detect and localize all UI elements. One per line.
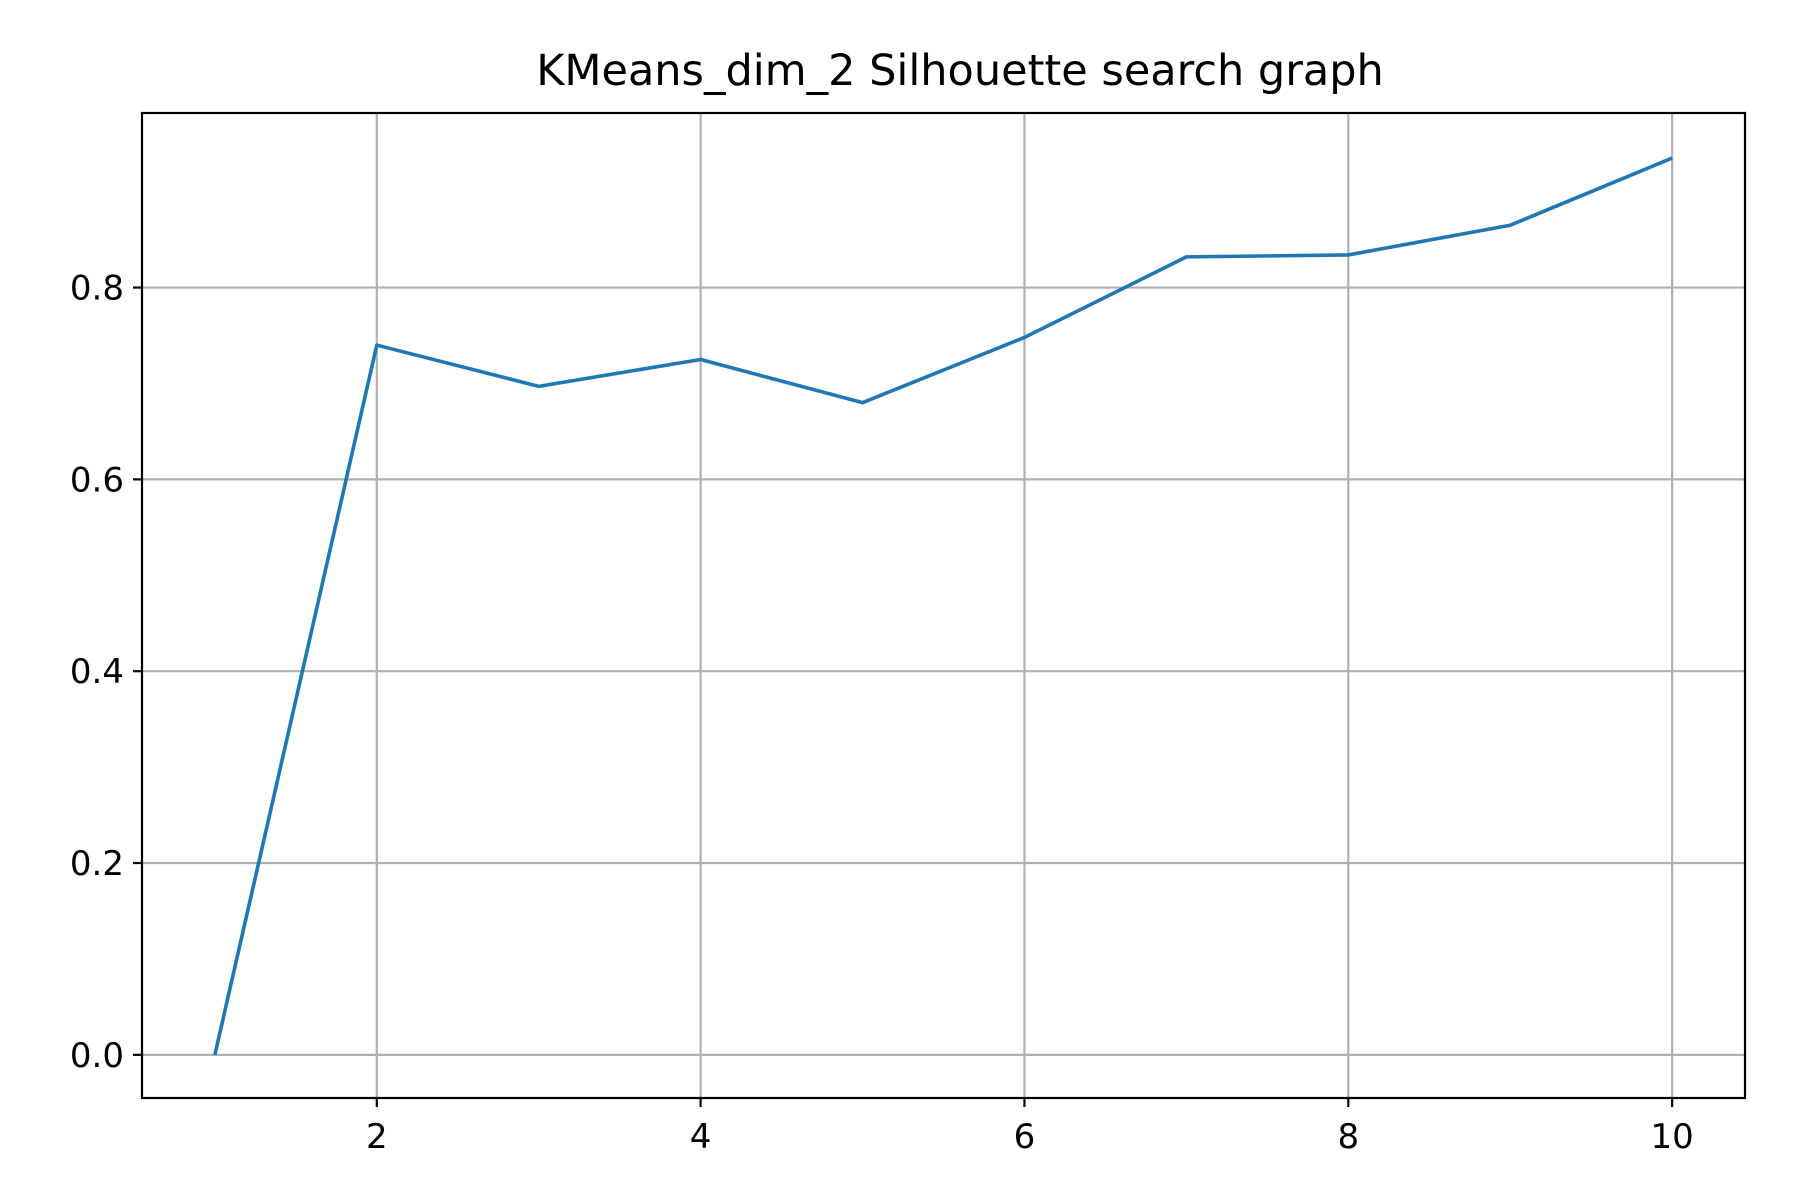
- x-tick-label: 6: [1014, 1117, 1036, 1157]
- grid: [142, 113, 1745, 1098]
- axes-frame: [140, 111, 1747, 1100]
- y-tick-label: 0.0: [70, 1036, 124, 1076]
- y-tick-label: 0.2: [70, 844, 124, 884]
- chart-title: KMeans_dim_2 Silhouette search graph: [536, 46, 1384, 96]
- y-tick-label: 0.8: [70, 269, 124, 309]
- axis-ticks: 2 4 6 8 10 0.0 0.2 0.4 0.6 0.8: [70, 269, 1694, 1157]
- x-tick-label: 10: [1651, 1117, 1694, 1157]
- y-tick-label: 0.6: [70, 460, 124, 500]
- series-line: [213, 156, 1673, 1056]
- x-tick-label: 8: [1337, 1117, 1359, 1157]
- series-layer: [213, 156, 1673, 1056]
- x-tick-label: 4: [690, 1117, 712, 1157]
- y-tick-label: 0.4: [70, 652, 124, 692]
- x-tick-label: 2: [366, 1117, 388, 1157]
